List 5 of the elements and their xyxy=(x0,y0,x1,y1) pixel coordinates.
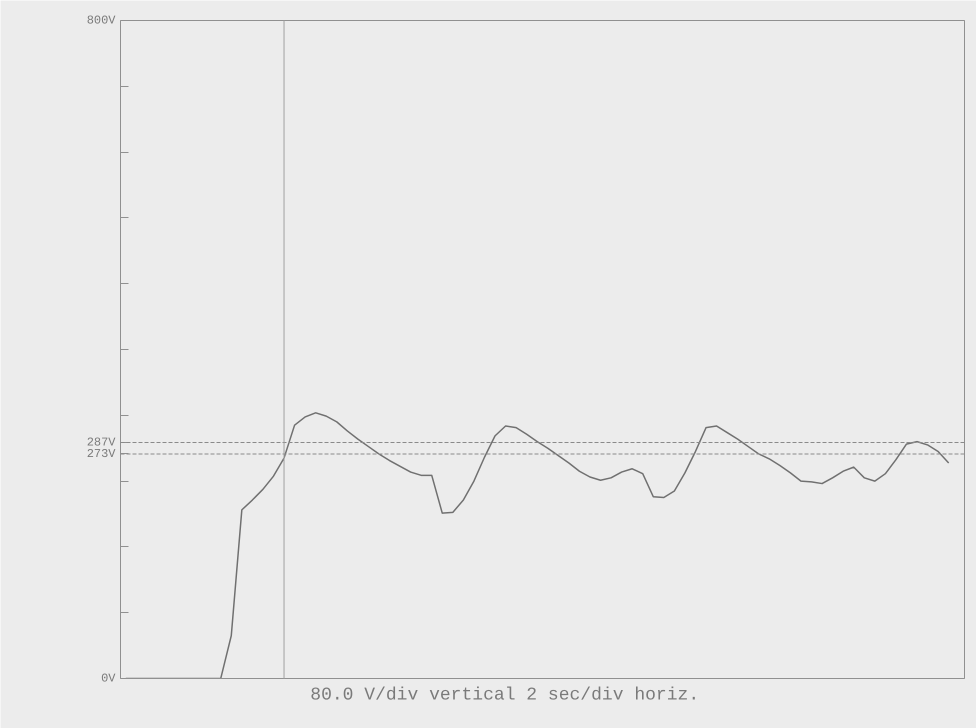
y-tick-label: 800V xyxy=(86,14,116,28)
y-tick-label: 0V xyxy=(101,672,116,686)
y-tick-label: 273V xyxy=(86,446,116,461)
text: 80.0 V/div vertical 2 sec/div horiz. xyxy=(310,686,700,706)
y-tick-label: 287V xyxy=(86,435,116,450)
